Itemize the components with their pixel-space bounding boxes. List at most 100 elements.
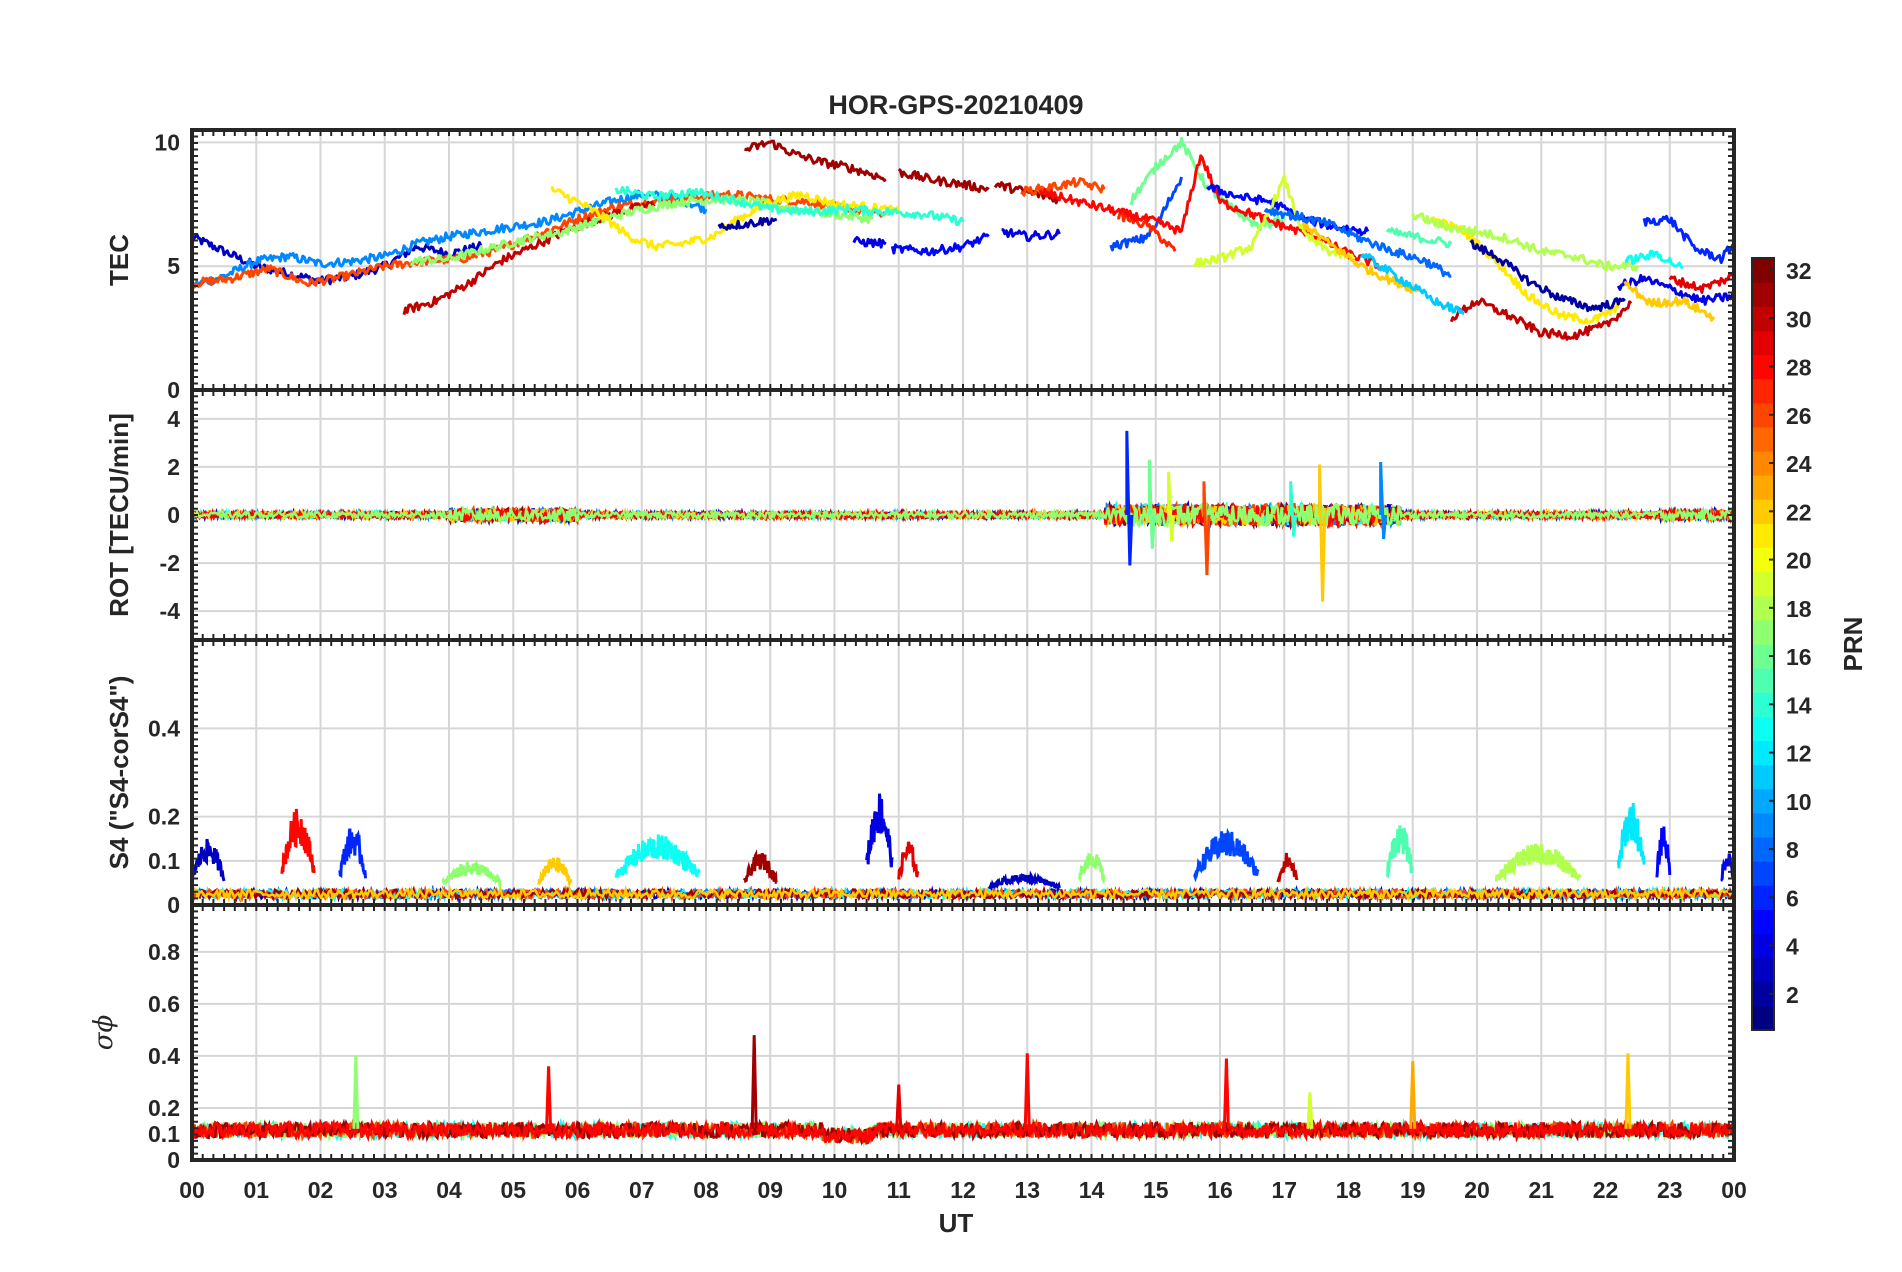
colorbar-tick-label: 2 xyxy=(1786,982,1799,1008)
x-tick-label: 06 xyxy=(565,1177,591,1203)
sigma-spike-prn-22 xyxy=(1624,1053,1632,1129)
y-tick-label: 0.8 xyxy=(148,939,180,965)
x-tick-label: 16 xyxy=(1207,1177,1233,1203)
colorbar-swatch xyxy=(1752,861,1774,886)
s4-burst-prn-5 xyxy=(1655,826,1672,878)
x-tick-label: 12 xyxy=(950,1177,976,1203)
tec-series-prn-4 xyxy=(1001,228,1061,243)
colorbar-tick-label: 28 xyxy=(1786,355,1812,381)
rot-series-prn-17 xyxy=(192,501,1734,529)
tec-series-prn-11 xyxy=(1360,253,1465,315)
colorbar-swatch xyxy=(1752,330,1774,356)
panel-sigma: 00.10.2 0.4 0.6 0.8 σϕ xyxy=(89,903,1736,1173)
colorbar-swatch xyxy=(1752,764,1774,790)
x-tick-label: 17 xyxy=(1271,1177,1297,1203)
y-tick-label: 0 xyxy=(167,502,180,528)
colorbar-swatch xyxy=(1752,354,1774,380)
s4-burst-prn-30 xyxy=(1276,852,1299,883)
x-tick-label: 19 xyxy=(1400,1177,1426,1203)
y-tick-label: 5 xyxy=(167,253,180,279)
chart-title: HOR-GPS-20210409 xyxy=(828,90,1083,120)
panel-frame xyxy=(190,903,1736,1162)
colorbar-tick-label: 30 xyxy=(1786,306,1812,332)
sigma-spike-prn-31 xyxy=(750,1035,758,1129)
tec-series-prn-21 xyxy=(1431,216,1620,325)
colorbar-swatch xyxy=(1752,282,1774,307)
y-axis-label-s4: S4 ("S4-corS4") xyxy=(104,676,134,870)
s4-burst-prn-3 xyxy=(987,870,1061,894)
x-axis-label: UT xyxy=(939,1208,974,1238)
colorbar-tick-label: 18 xyxy=(1786,596,1812,622)
s4-burst-prn-28 xyxy=(280,808,316,874)
s4-burst-prn-12 xyxy=(1616,803,1646,869)
colorbar-swatch xyxy=(1752,981,1774,1007)
colorbar-swatch xyxy=(1752,668,1774,693)
tec-series-prn-6 xyxy=(1642,214,1734,264)
y-tick-label: 0 xyxy=(167,892,180,918)
y-tick-label: 0.6 xyxy=(148,991,180,1017)
y-tick-label: 4 xyxy=(167,406,180,432)
colorbar-swatch xyxy=(1752,523,1774,549)
colorbar-swatch xyxy=(1752,499,1774,524)
tec-series-prn-7 xyxy=(1109,176,1183,252)
colorbar-swatch xyxy=(1752,402,1774,428)
panel-data xyxy=(192,793,1734,904)
s4-burst-prn-22 xyxy=(537,857,573,889)
y-axis-label-sigma: σϕ xyxy=(89,1014,119,1050)
y-tick-label: 0.4 xyxy=(148,1043,180,1069)
tec-series-prn-4 xyxy=(1616,273,1734,306)
colorbar-tick-label: 8 xyxy=(1786,837,1799,863)
panel-s4: 0 0.1 0.2 0.4 S4 ("S4-corS4") xyxy=(104,638,1736,918)
s4-burst-prn-4 xyxy=(865,793,894,868)
y-axis-label-tec: TEC xyxy=(104,234,134,286)
colorbar-swatch xyxy=(1752,812,1774,838)
colorbar-tick-label: 24 xyxy=(1786,451,1812,477)
colorbar-swatch xyxy=(1752,644,1774,669)
s4-burst-prn-17 xyxy=(1077,851,1106,885)
y-tick-label: 2 xyxy=(167,454,180,480)
tec-series-prn-4 xyxy=(852,236,887,249)
x-tick-label: 15 xyxy=(1143,1177,1169,1203)
x-tick-label: 20 xyxy=(1464,1177,1490,1203)
colorbar-tick-label: 6 xyxy=(1786,885,1799,911)
x-tick-label: 11 xyxy=(887,1177,912,1203)
sigma-spike-prn-29 xyxy=(895,1084,903,1129)
tec-series-prn-31 xyxy=(897,167,990,194)
tec-series-prn-14 xyxy=(614,185,965,227)
colorbar-swatch xyxy=(1752,595,1774,621)
colorbar-swatch xyxy=(1752,475,1774,500)
x-tick-label: 05 xyxy=(500,1177,526,1203)
tec-series-prn-22 xyxy=(1623,280,1715,322)
x-tick-label: 01 xyxy=(243,1177,269,1203)
colorbar-tick-label: 16 xyxy=(1786,644,1812,670)
y-tick-label: -2 xyxy=(160,550,180,576)
x-tick-label: 02 xyxy=(308,1177,334,1203)
x-tick-label: 08 xyxy=(693,1177,719,1203)
x-tick-label: 00 xyxy=(179,1177,205,1203)
x-tick-label: 10 xyxy=(822,1177,848,1203)
y-tick-label: 0.2 xyxy=(148,804,180,830)
panel-rot: -4 -2 0 2 4 ROT [TECU/min] xyxy=(104,388,1736,642)
x-tick-label: 18 xyxy=(1336,1177,1362,1203)
colorbar-swatch xyxy=(1752,837,1774,862)
colorbar-label: PRN xyxy=(1838,617,1868,672)
sigma-spike-prn-17 xyxy=(352,1055,360,1129)
colorbar-swatch xyxy=(1752,716,1774,742)
rot-spike-prn-19 xyxy=(1167,471,1176,542)
tec-series-prn-2 xyxy=(717,216,778,231)
colorbar-swatch xyxy=(1752,885,1774,910)
x-tick-label: 14 xyxy=(1079,1177,1105,1203)
s4-baseline-prn-22 xyxy=(192,884,1734,903)
tec-series-prn-8 xyxy=(1263,207,1452,278)
y-tick-label: 0.4 xyxy=(148,715,180,741)
rot-spike-prn-16 xyxy=(1147,459,1156,549)
rot-spike-prn-6 xyxy=(1125,430,1134,566)
tec-series-prn-17 xyxy=(410,194,875,266)
colorbar-tick-label: 10 xyxy=(1786,789,1812,815)
colorbar-swatch xyxy=(1752,957,1774,983)
tec-series-prn-13 xyxy=(1624,249,1684,270)
colorbar-swatch xyxy=(1752,909,1774,935)
colorbar-swatch xyxy=(1752,306,1774,331)
tec-series-prn-9 xyxy=(192,189,708,289)
